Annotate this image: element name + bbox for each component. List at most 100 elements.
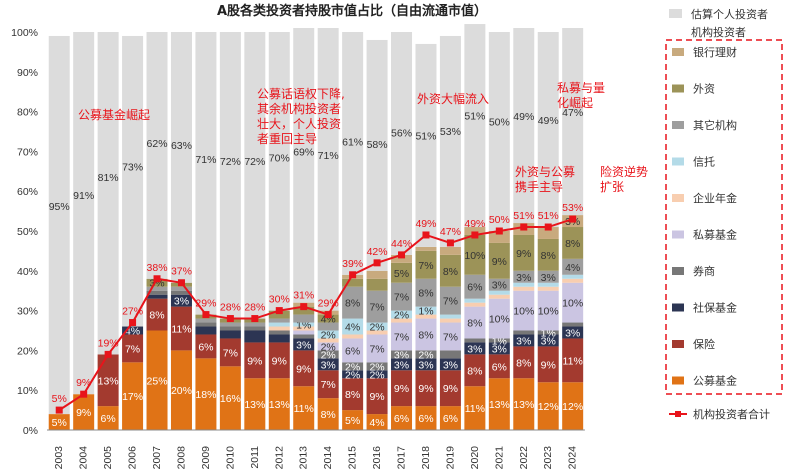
x-tick-label: 2003 <box>53 446 65 470</box>
x-tick-label: 2012 <box>273 446 285 470</box>
x-tick-label: 2007 <box>151 446 163 470</box>
total-line-marker <box>349 271 357 279</box>
bar-segment <box>244 378 266 430</box>
bar-segment <box>439 318 461 323</box>
legend-swatch <box>672 121 684 129</box>
total-line-label: 31% <box>293 290 314 302</box>
bar-segment <box>146 286 168 291</box>
total-line-marker <box>226 315 234 323</box>
total-line-marker <box>275 307 283 315</box>
bar-segment <box>488 231 510 243</box>
bar-data-label: 50% <box>489 117 510 129</box>
bar-segment <box>342 278 364 287</box>
legend-label: 估算个人投资者 <box>691 7 768 21</box>
bar-segment <box>562 326 584 339</box>
bar-segment <box>537 382 559 430</box>
bar-segment <box>439 406 461 430</box>
bar-segment <box>122 35 144 327</box>
bar-segment <box>415 350 437 359</box>
bar-data-label: 49% <box>513 111 534 123</box>
bar-segment <box>268 330 290 335</box>
bar-data-label: 13% <box>98 375 119 387</box>
bar-segment <box>293 334 315 339</box>
legend-label: 信托 <box>693 155 715 169</box>
bar-data-label: 4% <box>321 314 336 326</box>
y-tick-label: 90% <box>17 67 38 79</box>
y-axis: 0% 10% 20% 30% 40% 50% 60% 70% 80% 90% 100% <box>11 27 38 437</box>
annotation-text: 公募话语权下降,其余机构投资者壮大，个人投资者重回主导 <box>257 87 345 146</box>
bar-segment <box>415 246 437 251</box>
total-line-marker <box>373 259 381 267</box>
bar-data-label: 13% <box>244 399 265 411</box>
annotation-text: 险资逆势扩张 <box>600 164 648 194</box>
bar-segment <box>170 290 192 295</box>
bar-segment <box>170 286 192 291</box>
total-line-label: 38% <box>147 262 168 274</box>
bar-data-label: 4% <box>125 326 140 338</box>
bar-segment <box>293 322 315 327</box>
legend-swatch <box>672 84 684 93</box>
total-line-label: 29% <box>195 298 216 310</box>
bar-segment <box>195 326 217 335</box>
legend-label: 银行理财 <box>693 45 737 59</box>
bar-segment <box>464 274 486 299</box>
bar-segment <box>268 342 290 379</box>
bar-data-label: 3% <box>516 335 531 347</box>
bar-segment <box>293 338 315 351</box>
y-tick-label: 20% <box>17 345 38 357</box>
bar-segment <box>195 318 217 323</box>
bar-segment <box>464 354 486 387</box>
bar-segment <box>513 334 535 347</box>
bar-segment <box>195 334 217 359</box>
annotation-line: 化崛起 <box>557 95 593 110</box>
bar-data-label: 47% <box>562 107 583 119</box>
bar-segment <box>415 318 437 351</box>
bar-data-label: 3% <box>174 296 189 308</box>
bar-segment <box>73 394 95 430</box>
bar-segment <box>317 342 339 351</box>
bar-segment <box>562 282 584 323</box>
bar-data-label: 7% <box>418 260 433 272</box>
bar-segment <box>146 330 168 430</box>
x-tick-label: 2020 <box>469 446 481 470</box>
bar-segment <box>537 286 559 291</box>
bar-segment <box>366 334 388 363</box>
bar-data-label: 7% <box>443 296 458 308</box>
bar-data-label: 20% <box>171 385 192 397</box>
bar-segment <box>293 386 315 430</box>
bar-data-label: 9% <box>394 383 409 395</box>
total-line-marker <box>544 223 552 231</box>
bar-data-label: 10% <box>513 306 534 318</box>
x-tick-label: 2018 <box>420 446 432 470</box>
total-line-label: 47% <box>440 226 461 238</box>
legend-swatch <box>672 303 684 312</box>
bar-data-label: 5% <box>394 268 409 280</box>
annotation-text: 公募基金崛起 <box>78 107 150 122</box>
total-line-label: 39% <box>342 258 363 270</box>
bar-data-label: 8% <box>467 365 482 377</box>
bar-segment <box>366 39 388 271</box>
bar-segment <box>195 358 217 430</box>
total-line-label: 42% <box>367 246 388 258</box>
bar-segment <box>366 414 388 430</box>
bar-data-label: 9% <box>492 256 507 268</box>
total-line-label: 37% <box>171 266 192 278</box>
total-line-marker <box>251 315 259 323</box>
bar-data-label: 11% <box>294 403 314 415</box>
total-line-marker <box>104 350 112 358</box>
total-line-marker <box>324 311 332 319</box>
bar-data-label: 8% <box>516 357 531 369</box>
legend-swatch <box>672 230 684 239</box>
bar-data-label: 8% <box>565 238 580 250</box>
bar-segment <box>268 378 290 430</box>
bar-data-label: 91% <box>73 190 94 202</box>
bar-data-label: 5% <box>345 415 360 427</box>
bar-data-label: 3% <box>492 343 507 355</box>
bar-segment <box>48 414 70 430</box>
total-line-marker <box>446 239 454 247</box>
bar-data-label: 2% <box>321 341 336 353</box>
bar-segment <box>342 338 364 363</box>
bar-segment <box>146 294 168 299</box>
bar-segment <box>317 330 339 339</box>
